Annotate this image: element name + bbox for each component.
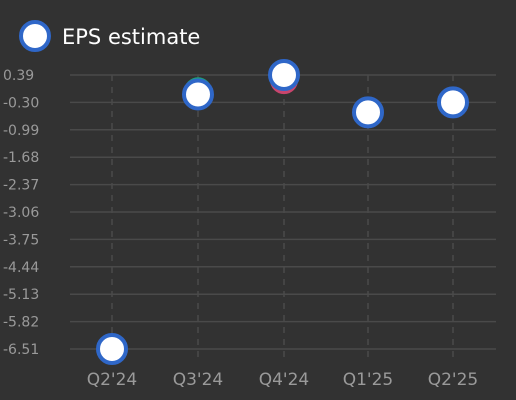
- y-tick-label: -1.68: [3, 150, 39, 166]
- legend[interactable]: EPS estimate: [19, 20, 200, 52]
- eps-estimate-point[interactable]: [352, 96, 384, 129]
- y-axis-labels: 0.39 -0.30 -0.99 -1.68 -2.37 -3.06 -3.75 -4.44 -…: [3, 68, 39, 358]
- y-tick-label: -0.30: [3, 95, 39, 111]
- y-tick-label: -2.37: [3, 178, 39, 194]
- y-tick-label: -4.44: [3, 260, 39, 276]
- y-tick-label: -3.06: [3, 205, 39, 221]
- eps-estimate-point[interactable]: [182, 78, 214, 111]
- y-tick-label: -6.51: [3, 342, 39, 358]
- x-tick-label: Q2'25: [428, 370, 479, 390]
- x-tick-label: Q1'25: [343, 370, 394, 390]
- x-tick-label: Q2'24: [87, 370, 138, 390]
- y-tick-label: -0.99: [3, 123, 39, 139]
- eps-estimate-point[interactable]: [96, 333, 128, 365]
- y-tick-label: -5.13: [3, 287, 39, 303]
- y-tick-label: -5.82: [3, 315, 39, 331]
- x-tick-label: Q4'24: [259, 370, 310, 390]
- x-tick-label: Q3'24: [173, 370, 224, 390]
- y-tick-label: -3.75: [3, 232, 39, 248]
- legend-marker-icon[interactable]: [19, 20, 51, 52]
- legend-label: EPS estimate: [62, 25, 200, 49]
- grid-layer: [70, 74, 496, 358]
- eps-points-layer: [96, 59, 469, 365]
- eps-estimate-point[interactable]: [268, 59, 300, 91]
- x-axis-labels: Q2'24 Q3'24 Q4'24 Q1'25 Q2'25: [87, 370, 479, 390]
- y-tick-label: 0.39: [3, 68, 34, 84]
- eps-estimate-point[interactable]: [437, 86, 469, 119]
